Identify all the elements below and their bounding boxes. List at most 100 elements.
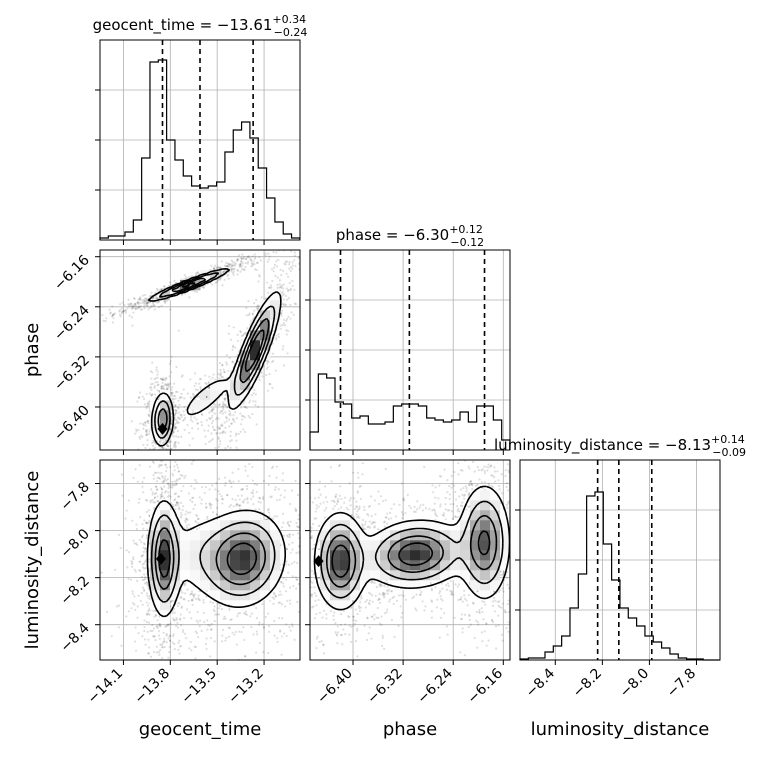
sample-point (163, 637, 166, 640)
sample-point (305, 285, 307, 287)
sample-point (156, 500, 159, 503)
sample-point (266, 360, 269, 363)
sample-point (150, 377, 153, 380)
sample-point (172, 394, 175, 398)
sample-point (282, 585, 285, 588)
sample-point (161, 378, 164, 381)
sample-point (289, 269, 292, 272)
sample-point (287, 315, 290, 318)
sample-point (187, 599, 190, 603)
sample-point (224, 481, 227, 484)
sample-point (136, 543, 139, 546)
sample-point (208, 502, 211, 505)
sample-point (257, 623, 261, 626)
sample-point (221, 376, 224, 379)
sample-point (179, 395, 182, 399)
sample-point (276, 283, 279, 286)
sample-point (129, 578, 133, 581)
sample-point (174, 446, 177, 449)
sample-point (237, 468, 240, 471)
sample-point (236, 273, 239, 276)
sample-point (160, 463, 163, 467)
sample-point (266, 366, 269, 369)
sample-point (170, 393, 173, 396)
sample-point (142, 554, 145, 557)
sample-point (150, 394, 153, 397)
sample-point (224, 404, 227, 407)
sample-point (289, 502, 292, 506)
sample-point (189, 640, 192, 644)
sample-point (240, 259, 243, 263)
sample-point (312, 228, 314, 230)
sample-point (265, 367, 268, 371)
sample-point (175, 410, 178, 413)
sample-point (356, 613, 359, 616)
sample-point (386, 585, 389, 588)
sample-point (186, 588, 189, 591)
sample-point (231, 267, 234, 270)
sample-point (158, 623, 161, 626)
sample-point (137, 305, 140, 308)
2d-panel-phase-luminosity_distance (305, 459, 511, 665)
sample-point (239, 262, 242, 265)
sample-point (130, 562, 133, 566)
sample-point (304, 494, 306, 496)
sample-point (280, 702, 282, 704)
sample-point (143, 300, 146, 303)
sample-point (135, 527, 139, 531)
sample-point (288, 625, 291, 629)
sample-point (135, 428, 138, 431)
sample-point (169, 669, 171, 671)
sample-point (210, 409, 213, 413)
sample-point (150, 488, 153, 491)
sample-point (224, 617, 227, 620)
sample-point (174, 452, 176, 454)
sample-point (310, 526, 313, 529)
sample-point (305, 559, 307, 561)
sample-point (185, 526, 189, 529)
sample-point (273, 515, 276, 518)
sample-point (258, 641, 261, 645)
sample-point (244, 610, 247, 613)
sample-point (163, 645, 166, 649)
sample-point (132, 296, 136, 300)
sample-point (178, 645, 181, 648)
sample-point (162, 384, 165, 388)
density-cell (150, 540, 161, 551)
sample-point (145, 405, 149, 408)
sample-point (169, 669, 171, 671)
hist-panel-geocent_time: geocent_time = −13.61+0.34 −0.24 (93, 13, 307, 245)
sample-point (142, 476, 146, 479)
sample-point (294, 479, 297, 483)
sample-point (177, 406, 180, 409)
density-cell (250, 550, 261, 561)
sample-point (165, 625, 168, 628)
sample-point (169, 690, 171, 692)
sample-point (112, 317, 115, 320)
sample-point (162, 387, 165, 390)
sample-point (146, 535, 149, 538)
sample-point (229, 440, 232, 443)
sample-point (196, 422, 199, 425)
sample-point (142, 527, 145, 530)
sample-point (152, 440, 155, 443)
sample-point (204, 643, 208, 646)
sample-point (240, 265, 244, 268)
sample-point (143, 588, 146, 591)
sample-point (216, 281, 219, 284)
sample-point (305, 581, 307, 583)
sample-point (160, 446, 163, 449)
sample-point (199, 387, 202, 391)
sample-point (221, 628, 225, 631)
sample-point (148, 621, 151, 624)
sample-point (223, 615, 226, 618)
sample-point (141, 563, 144, 566)
sample-point (155, 471, 158, 475)
sample-point (126, 307, 129, 310)
sample-point (257, 280, 260, 283)
sample-point (160, 491, 164, 494)
sample-point (208, 440, 211, 443)
sample-point (290, 246, 292, 248)
sample-point (281, 472, 284, 475)
sample-point (288, 524, 291, 528)
